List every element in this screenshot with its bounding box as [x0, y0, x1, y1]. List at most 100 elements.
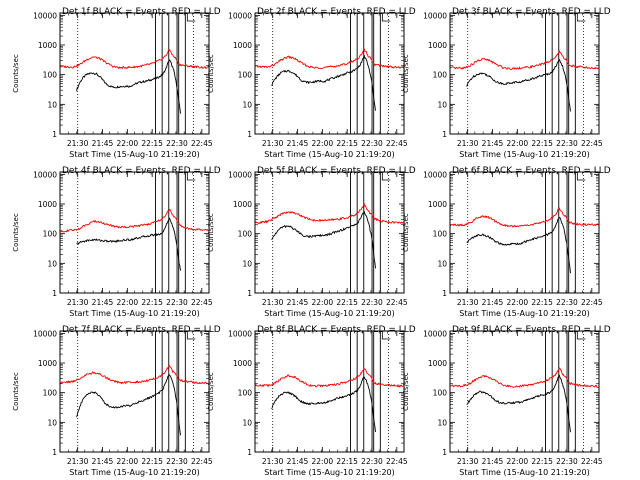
x-tick-label: 22:45 — [386, 457, 408, 466]
x-tick-label: 22:30 — [361, 457, 383, 466]
panel-5: Det 5f BLACK = Events, RED = LLD Counts/s… — [207, 166, 416, 318]
x-tick-label: 22:45 — [191, 457, 213, 466]
x-tick-label: 21:45 — [92, 139, 114, 148]
y-tick-label: 10000 — [423, 329, 447, 338]
x-tick-label: 22:45 — [581, 139, 603, 148]
events-series-line — [76, 374, 181, 436]
x-tick-label: 22:15 — [141, 139, 163, 148]
y-tick-label: 10 — [437, 100, 447, 109]
x-tick-label: 22:15 — [141, 457, 163, 466]
panel-title: Det 9f BLACK = Events, RED = LLD — [452, 325, 611, 335]
x-tick-label: 22:30 — [166, 457, 188, 466]
x-tick-label: 22:30 — [166, 298, 188, 307]
x-tick-label: 22:15 — [531, 457, 553, 466]
y-tick-label: 1000 — [428, 359, 447, 368]
x-tick-label: 22:45 — [581, 298, 603, 307]
y-tick-label: 1000 — [233, 41, 252, 50]
y-axis-label: Counts/sec — [207, 213, 215, 252]
x-tick-label: 22:15 — [336, 457, 358, 466]
plot-frame — [449, 12, 600, 135]
lld-series-line — [254, 203, 404, 225]
y-axis-label: Counts/sec — [12, 213, 20, 252]
x-tick-label: 21:30 — [67, 457, 89, 466]
plot-frame — [59, 12, 210, 135]
x-tick-label: 22:15 — [141, 298, 163, 307]
y-tick-label: 100 — [43, 71, 58, 80]
plot-frame — [254, 330, 405, 453]
y-tick-label: 1 — [442, 130, 447, 139]
interval-box — [373, 12, 381, 135]
y-tick-label: 1000 — [38, 41, 57, 50]
lld-series-line — [449, 50, 599, 70]
y-tick-label: 1 — [247, 289, 252, 298]
panel-6: Det 6f BLACK = Events, RED = LLD Counts/s… — [402, 166, 611, 318]
corner-marker — [576, 173, 586, 181]
y-tick-label: 100 — [43, 389, 58, 398]
y-tick-label: 100 — [433, 230, 448, 239]
x-tick-label: 21:30 — [457, 457, 479, 466]
plot-frame — [59, 330, 210, 453]
events-series-line — [466, 58, 571, 112]
plot-frame — [59, 171, 210, 294]
y-tick-label: 10000 — [423, 170, 447, 179]
x-tick-label: 21:45 — [92, 298, 114, 307]
x-axis-label: Start Time (15-Aug-10 21:19:20) — [69, 309, 200, 318]
y-tick-label: 10 — [47, 418, 57, 427]
y-tick-label: 100 — [433, 389, 448, 398]
x-tick-label: 21:45 — [482, 139, 504, 148]
corner-marker — [576, 14, 586, 22]
x-axis-label: Start Time (15-Aug-10 21:19:20) — [264, 150, 395, 159]
lld-series-line — [255, 48, 404, 69]
y-tick-label: 1 — [52, 448, 57, 457]
x-tick-label: 21:45 — [287, 457, 309, 466]
y-tick-label: 1 — [247, 130, 252, 139]
lld-series-line — [59, 208, 209, 233]
corner-marker — [381, 173, 391, 181]
x-axis-label: Start Time (15-Aug-10 21:19:20) — [69, 468, 200, 477]
x-tick-label: 22:30 — [361, 139, 383, 148]
corner-marker — [576, 332, 586, 340]
plot-frame — [449, 171, 600, 294]
y-tick-label: 100 — [238, 230, 253, 239]
x-tick-label: 22:00 — [312, 139, 334, 148]
interval-box — [363, 330, 373, 453]
interval-box — [155, 12, 163, 135]
panel-title: Det 2f BLACK = Events, RED = LLD — [257, 7, 416, 17]
x-tick-label: 22:30 — [361, 298, 383, 307]
x-tick-label: 21:30 — [457, 298, 479, 307]
events-series-line — [76, 59, 181, 114]
x-tick-label: 21:45 — [92, 457, 114, 466]
events-series-line — [466, 216, 571, 274]
panel-7: Det 7f BLACK = Events, RED = LLD Counts/s… — [12, 325, 221, 477]
x-tick-label: 22:00 — [117, 457, 139, 466]
events-series-line — [271, 55, 376, 111]
x-tick-label: 22:00 — [117, 298, 139, 307]
interval-box — [155, 330, 163, 453]
y-axis-label: Counts/sec — [402, 54, 410, 93]
x-tick-label: 22:00 — [312, 298, 334, 307]
x-tick-label: 21:30 — [67, 139, 89, 148]
x-tick-label: 22:00 — [117, 139, 139, 148]
y-tick-label: 1000 — [233, 359, 252, 368]
panel-title: Det 6f BLACK = Events, RED = LLD — [452, 166, 611, 176]
x-tick-label: 22:15 — [336, 139, 358, 148]
y-tick-label: 1000 — [428, 200, 447, 209]
plot-frame — [254, 171, 405, 294]
interval-box — [178, 330, 186, 453]
interval-box — [363, 12, 373, 135]
x-tick-label: 21:45 — [287, 139, 309, 148]
interval-box — [178, 171, 186, 294]
panel-4: Det 4f BLACK = Events, RED = LLD Counts/s… — [12, 166, 221, 318]
x-tick-label: 21:45 — [482, 457, 504, 466]
y-tick-label: 100 — [238, 71, 253, 80]
y-tick-label: 10 — [242, 100, 252, 109]
panel-2: Det 2f BLACK = Events, RED = LLD Counts/s… — [207, 7, 416, 159]
y-tick-label: 1000 — [38, 200, 57, 209]
x-axis-label: Start Time (15-Aug-10 21:19:20) — [459, 309, 590, 318]
lld-series-line — [59, 48, 209, 70]
lld-series-line — [254, 368, 404, 388]
x-tick-label: 21:30 — [262, 457, 284, 466]
x-tick-label: 22:15 — [531, 139, 553, 148]
x-tick-label: 21:30 — [262, 139, 284, 148]
